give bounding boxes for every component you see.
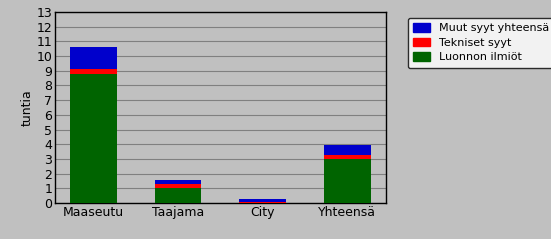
Bar (70, 69, 117, 74)
Bar (155, 184, 201, 188)
Bar (155, 188, 201, 203)
Bar (324, 155, 371, 159)
Bar (240, 200, 286, 202)
Bar (324, 145, 371, 155)
Bar (324, 159, 371, 203)
Bar (70, 47, 117, 69)
Bar (240, 202, 286, 203)
Legend: Muut syyt yhteensä, Tekniset syyt, Luonnon ilmiöt: Muut syyt yhteensä, Tekniset syyt, Luonn… (408, 17, 551, 68)
Bar (70, 74, 117, 203)
Y-axis label: tuntia: tuntia (21, 89, 34, 126)
Bar (155, 180, 201, 184)
